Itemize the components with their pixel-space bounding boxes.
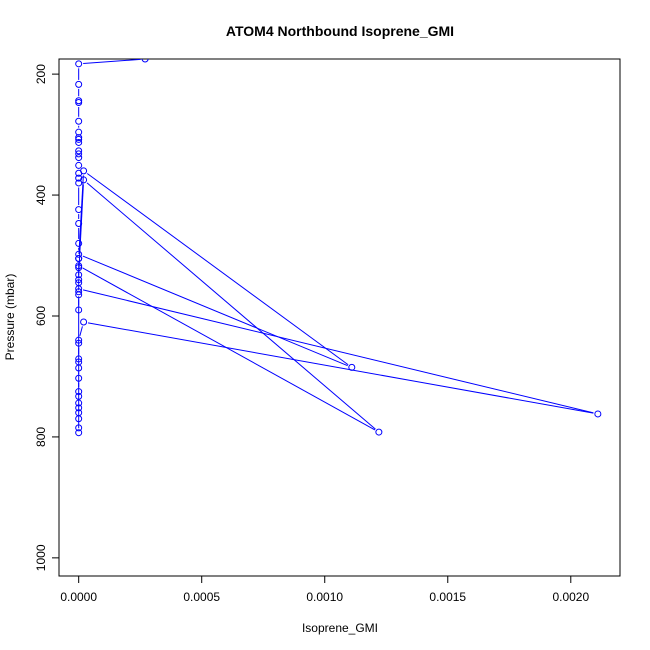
data-point <box>75 264 83 272</box>
series-line-segment <box>82 289 594 414</box>
data-point <box>75 174 83 182</box>
data-point <box>75 134 83 142</box>
data-point <box>75 424 83 432</box>
data-point <box>75 219 83 227</box>
data-point <box>75 97 83 105</box>
data-point <box>75 239 83 247</box>
data-point <box>75 117 83 125</box>
chart-title: ATOM4 Northbound Isoprene_GMI <box>226 23 454 39</box>
series-line-segment <box>87 322 594 414</box>
y-tick-label: 800 <box>34 427 48 447</box>
y-axis: 200 400 600 800 1000 <box>34 64 60 571</box>
data-point <box>75 399 83 407</box>
data-point <box>75 150 83 158</box>
data-point <box>75 138 83 146</box>
series-line-segment <box>82 267 376 431</box>
data-point <box>75 147 83 155</box>
data-point <box>75 80 83 88</box>
data-point <box>75 288 83 296</box>
data-point <box>75 404 83 412</box>
data-point <box>75 99 83 107</box>
x-tick-label: 0.0005 <box>183 590 220 604</box>
y-tick-label: 600 <box>34 306 48 326</box>
data-point <box>75 374 83 382</box>
data-point <box>75 262 83 270</box>
data-point <box>75 135 83 143</box>
data-point <box>348 363 356 371</box>
data-point <box>75 364 83 372</box>
series-line-segment <box>79 326 83 336</box>
y-axis-label: Pressure (mbar) <box>3 274 17 361</box>
data-point <box>75 392 83 400</box>
data-point <box>75 429 83 437</box>
series-layer <box>75 59 602 437</box>
data-point <box>75 250 83 258</box>
data-point <box>75 279 83 287</box>
series-line-segment <box>86 173 349 366</box>
data-point <box>75 306 83 314</box>
data-point <box>141 59 149 63</box>
data-point <box>75 339 83 347</box>
data-point <box>75 60 83 68</box>
data-point <box>375 428 383 436</box>
data-point <box>75 336 83 344</box>
data-point <box>75 179 83 187</box>
data-point <box>75 291 83 299</box>
plot-frame <box>58 58 621 577</box>
data-point <box>75 161 83 169</box>
data-point <box>75 154 83 162</box>
data-point <box>75 271 83 279</box>
data-point <box>75 255 83 263</box>
x-tick-label: 0.0020 <box>552 590 589 604</box>
series-line-segment <box>82 255 348 367</box>
data-point <box>594 410 602 418</box>
series-line-segment <box>86 182 376 430</box>
x-tick-label: 0.0015 <box>429 590 466 604</box>
x-axis-label: Isoprene_GMI <box>302 621 378 635</box>
data-point <box>75 128 83 136</box>
data-point <box>80 167 88 175</box>
x-tick-label: 0.0010 <box>306 590 343 604</box>
data-point <box>80 318 88 326</box>
data-point <box>75 276 83 284</box>
data-point <box>75 388 83 396</box>
x-tick-label: 0.0000 <box>60 590 97 604</box>
y-tick-label: 400 <box>34 185 48 205</box>
data-point <box>75 355 83 363</box>
y-tick-label: 200 <box>34 64 48 84</box>
data-point <box>75 206 83 214</box>
series-line-segment <box>83 59 141 65</box>
data-point <box>80 176 88 184</box>
data-point <box>75 415 83 423</box>
y-tick-label: 1000 <box>34 544 48 571</box>
x-axis: 0.0000 0.0005 0.0010 0.0015 0.0020 <box>60 575 589 604</box>
